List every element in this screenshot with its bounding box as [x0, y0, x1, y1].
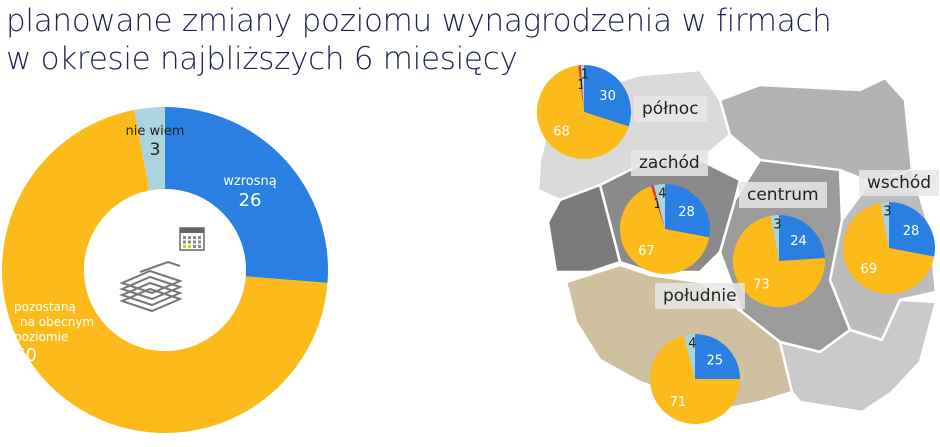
- pie-slice-pozostana: [650, 335, 740, 424]
- pie-label-pozostana: 69: [861, 262, 878, 277]
- label-name-3: poziomie: [14, 330, 69, 344]
- pie-zachod: 28 67 14: [620, 183, 710, 274]
- region-label-polnoc: północ: [634, 96, 707, 122]
- pie-label-wzrosna: 30: [599, 89, 616, 104]
- pie-label-wzrosna: 24: [790, 234, 807, 249]
- pie-slice-wzrosna: [779, 215, 825, 261]
- pie-slice-nie_wiem: [581, 65, 584, 112]
- pie-slice-pozostana: [733, 215, 826, 307]
- map-region-southeast: [778, 298, 938, 414]
- map-region-far-west: [546, 183, 622, 274]
- pie-label-wzrosna: 28: [678, 205, 695, 220]
- donut-label-wzrosna: wzrosną 26: [210, 174, 290, 212]
- pie-label-pozostana: 68: [553, 125, 570, 140]
- money-stack-icon: [119, 260, 183, 313]
- pie-label-pozostana: 67: [638, 244, 655, 259]
- pie-label-nie_wiem: 4: [658, 186, 666, 201]
- label-value: 26: [238, 190, 262, 211]
- pie-slice-spadna: [651, 185, 665, 229]
- donut-chart: [2, 107, 328, 433]
- pie-label-wzrosna: 28: [903, 224, 920, 239]
- label-name: nie wiem: [125, 124, 185, 139]
- pie-label-nie_wiem: 4: [688, 336, 696, 351]
- pie-polnoc: 30 68 11: [536, 65, 631, 159]
- pie-label-nie_wiem: 1: [581, 67, 589, 82]
- pie-label-nie_wiem: 3: [773, 217, 781, 232]
- pie-slice-pozostana: [843, 202, 935, 294]
- pie-slice-pozostana: [620, 186, 710, 274]
- donut-label-pozostana: pozostaną na obecnym poziomie 70: [14, 300, 104, 367]
- pie-slice-nie_wiem: [653, 184, 665, 229]
- pie-centrum: 24 73 3: [733, 215, 826, 307]
- pie-poludnie: 25 71 4: [650, 334, 740, 424]
- pie-slice-wzrosna: [889, 202, 936, 257]
- pie-label-pozostana: 73: [753, 278, 770, 293]
- pie-slice-nie_wiem: [683, 334, 695, 379]
- label-value: 70: [14, 345, 37, 366]
- region-label-poludnie: południe: [655, 283, 745, 309]
- region-label-wschod: wschód: [859, 170, 940, 196]
- pie-slice-nie_wiem: [880, 202, 889, 248]
- title-line-2: w okresie najbliższych 6 miesięcy: [6, 41, 518, 77]
- pie-wschod: 28 69 3: [843, 202, 936, 294]
- pie-label-pozostana: 71: [670, 395, 687, 410]
- donut-slice-wzrosna: [165, 107, 328, 283]
- region-label-centrum: centrum: [739, 182, 827, 208]
- pie-label-spadna: 1: [653, 197, 661, 212]
- donut-slice-pozostana: [2, 109, 328, 433]
- label-name: wzrosną: [223, 174, 277, 189]
- chart-title: planowane zmiany poziomu wynagrodzenia w…: [6, 2, 832, 78]
- calendar-icon: [179, 227, 205, 251]
- pie-slice-wzrosna: [665, 183, 710, 238]
- pie-slice-nie_wiem: [770, 215, 779, 261]
- pie-label-wzrosna: 25: [706, 353, 723, 368]
- region-label-zachod: zachód: [631, 150, 708, 176]
- title-line-1: planowane zmiany poziomu wynagrodzenia w…: [6, 3, 832, 39]
- label-value: 3: [149, 140, 161, 160]
- donut-label-nie-wiem: nie wiem 3: [120, 124, 190, 160]
- label-name-2: na obecnym: [20, 315, 95, 329]
- label-name-1: pozostaną: [14, 300, 76, 314]
- pie-slice-wzrosna: [695, 334, 740, 379]
- pie-slice-pozostana: [536, 65, 629, 159]
- pie-slice-wzrosna: [584, 65, 631, 127]
- donut-slice-nie_wiem: [134, 107, 165, 191]
- pie-slice-spadna: [578, 65, 584, 112]
- pie-label-spadna: 1: [577, 78, 585, 93]
- pie-label-nie_wiem: 3: [883, 204, 891, 219]
